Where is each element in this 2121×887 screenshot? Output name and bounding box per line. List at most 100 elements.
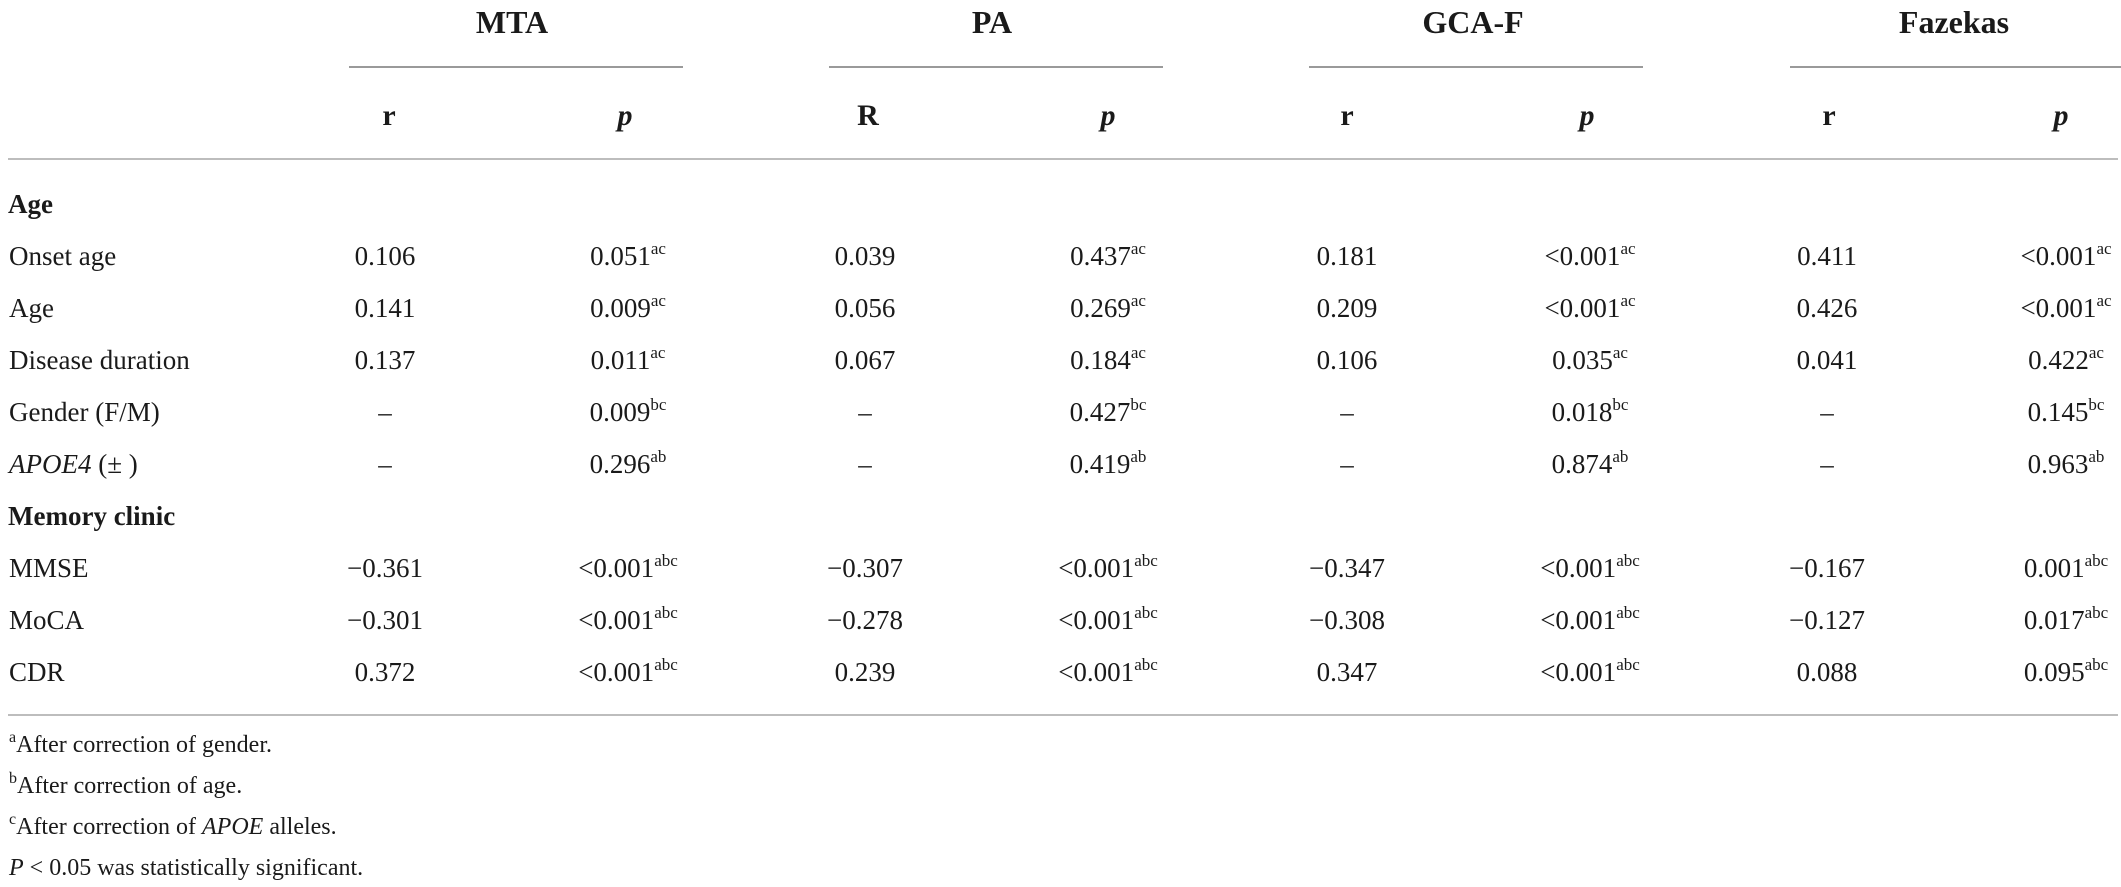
cell-p: <0.001abc	[578, 551, 678, 583]
cell-r: –	[378, 397, 392, 427]
cell-p: <0.001abc	[578, 655, 678, 687]
footnote-marker: abc	[1134, 603, 1158, 622]
cell-r: –	[858, 397, 872, 427]
col-header-r: r	[382, 99, 396, 132]
footnote-marker: ac	[2088, 343, 2104, 362]
cell-r: −0.127	[1789, 605, 1865, 635]
group-header-fazekas: Fazekas	[1898, 4, 2010, 40]
footnotes: aAfter correction of gender. bAfter corr…	[9, 726, 363, 887]
footnote-marker: bc	[1612, 395, 1629, 414]
cell-p: 0.017abc	[2023, 603, 2109, 635]
cell-r: 0.347	[1316, 657, 1378, 687]
cell-p: 0.035ac	[1552, 343, 1628, 375]
cell-r: 0.088	[1796, 657, 1858, 687]
footnote-marker: abc	[2084, 551, 2109, 570]
footnote-marker: ac	[650, 291, 666, 310]
cell-r: −0.301	[347, 605, 423, 635]
cell-p: <0.001abc	[1540, 551, 1640, 583]
footnote-marker: abc	[1616, 603, 1640, 622]
cell-r: 0.041	[1796, 345, 1858, 375]
cell-p: 0.427bc	[1069, 395, 1147, 427]
cell-p: <0.001abc	[578, 603, 678, 635]
cell-p: <0.001ac	[2020, 291, 2112, 323]
footnote-c: cAfter correction of APOE alleles.	[9, 811, 337, 840]
cell-p: <0.001abc	[1540, 603, 1640, 635]
row-label-disease-duration: Disease duration	[9, 345, 190, 375]
footnote-b: bAfter correction of age.	[9, 770, 243, 799]
row-label-cdr: CDR	[9, 657, 65, 687]
cell-r: −0.278	[827, 605, 903, 635]
cell-r: –	[378, 449, 392, 479]
cell-p: 0.874ab	[1551, 447, 1629, 479]
col-header-p: p	[2053, 99, 2069, 132]
footnote-marker: bc	[2088, 395, 2105, 414]
cell-p: 0.145bc	[2027, 395, 2105, 427]
cell-p: 0.009bc	[589, 395, 667, 427]
group-header-mta: MTA	[475, 4, 549, 40]
footnote-marker: abc	[1134, 551, 1158, 570]
footnote-marker: ac	[650, 343, 666, 362]
footnote-marker: abc	[1134, 655, 1158, 674]
footnote-marker: abc	[2084, 655, 2109, 674]
row-label-gender: Gender (F/M)	[9, 397, 160, 427]
cell-p: 0.184ac	[1070, 343, 1146, 375]
cell-r: 0.106	[354, 241, 416, 271]
col-header-p: p	[617, 99, 633, 132]
footnote-marker: abc	[654, 603, 678, 622]
cell-p: <0.001abc	[1058, 551, 1158, 583]
col-header-p: p	[1100, 99, 1116, 132]
table-bottom-rule	[8, 714, 2118, 716]
group-header-pa: PA	[971, 4, 1013, 40]
cell-p: 0.269ac	[1070, 291, 1146, 323]
cell-r: −0.308	[1309, 605, 1385, 635]
row-label-moca: MoCA	[9, 605, 85, 635]
footnote-marker: ab	[1612, 447, 1629, 466]
footnote-marker: ab	[1130, 447, 1147, 466]
cell-r: −0.167	[1789, 553, 1865, 583]
cell-p: 0.437ac	[1070, 239, 1146, 271]
footnote-a: aAfter correction of gender.	[9, 729, 272, 758]
cell-p: <0.001ac	[2020, 239, 2112, 271]
cell-r: 0.106	[1316, 345, 1378, 375]
footnote-marker: ac	[1130, 239, 1146, 258]
footnote-marker: ac	[1620, 239, 1636, 258]
cell-r: 0.067	[834, 345, 896, 375]
cell-p: 0.009ac	[590, 291, 666, 323]
footnote-significance: P < 0.05 was statistically significant.	[9, 855, 364, 881]
group-underline-gca-f	[1309, 66, 1643, 68]
section-title-memory-clinic: Memory clinic	[8, 501, 176, 531]
cell-p: 0.419ab	[1069, 447, 1147, 479]
group-underline-fazekas	[1790, 66, 2121, 68]
cell-p: 0.963ab	[2027, 447, 2105, 479]
cell-r: –	[1820, 397, 1834, 427]
cell-r: 0.411	[1797, 241, 1857, 271]
cell-p: 0.011ac	[590, 343, 666, 375]
cell-r: 0.239	[834, 657, 896, 687]
cell-p: <0.001ac	[1544, 291, 1636, 323]
cell-p: <0.001abc	[1540, 655, 1640, 687]
cell-r: 0.141	[354, 293, 416, 323]
cell-r: −0.361	[347, 553, 423, 583]
row-label-apoe4: APOE4 (± )	[9, 449, 138, 479]
group-underline-mta	[349, 66, 683, 68]
footnote-marker: ac	[2096, 291, 2112, 310]
col-header-r: r	[1340, 99, 1354, 132]
footnote-marker: abc	[1616, 655, 1640, 674]
footnote-marker: bc	[1130, 395, 1147, 414]
footnote-marker: bc	[650, 395, 667, 414]
footnote-marker: ac	[1130, 343, 1146, 362]
cell-r: 0.181	[1316, 241, 1378, 271]
cell-r: –	[1340, 449, 1354, 479]
footnote-marker: ab	[650, 447, 667, 466]
footnote-marker: ac	[2096, 239, 2112, 258]
cell-p: 0.422ac	[2028, 343, 2104, 375]
cell-r: 0.039	[834, 241, 896, 271]
header-rule	[8, 158, 2118, 160]
cell-p: <0.001ac	[1544, 239, 1636, 271]
cell-r: 0.209	[1316, 293, 1378, 323]
cell-p: <0.001abc	[1058, 603, 1158, 635]
col-header-p: p	[1579, 99, 1595, 132]
cell-r: −0.347	[1309, 553, 1385, 583]
section-title-age: Age	[8, 189, 53, 219]
